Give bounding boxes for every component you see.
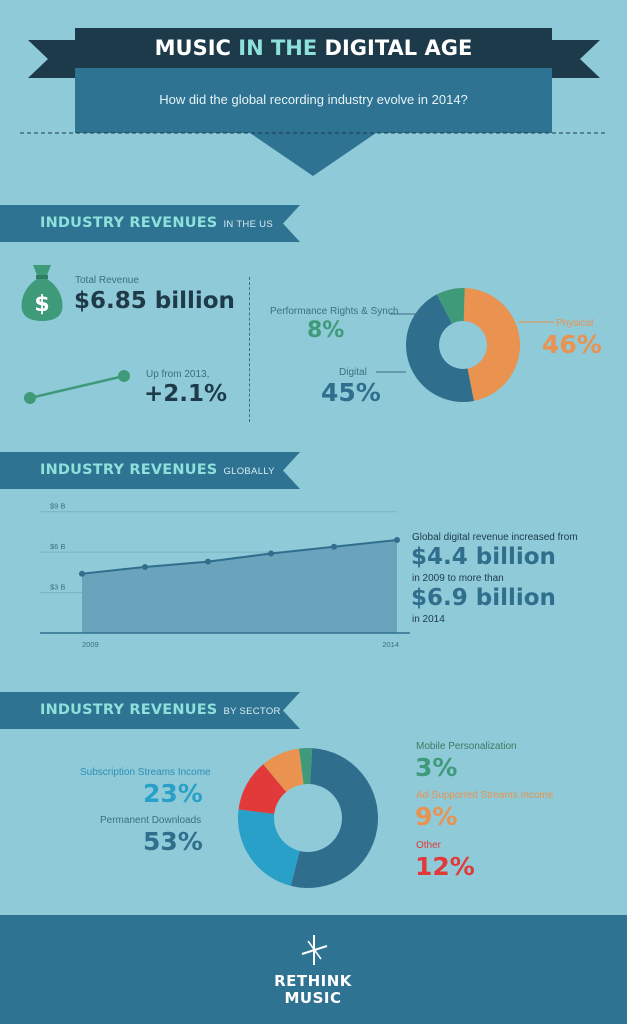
- growth-value: +2.1%: [144, 381, 228, 407]
- performance-label: Performance Rights & Synch: [270, 306, 399, 317]
- data-point-2009: [79, 570, 85, 577]
- global-value-2009: $4.4 billion: [411, 544, 556, 570]
- slice-physical: [463, 288, 520, 401]
- performance-value: 8%: [307, 318, 345, 343]
- section-banner-us: [0, 205, 300, 242]
- svg-text:$: $: [34, 292, 49, 317]
- us-section-divider: [249, 277, 250, 422]
- y-tick-label: $9 B: [50, 502, 65, 511]
- title-part-digital-age: DIGITAL AGE: [324, 36, 473, 60]
- global-area-chart: $3 B $6 B $9 B 2009 2014: [40, 502, 410, 649]
- money-bag-icon: $: [21, 265, 63, 321]
- data-point-2013: [331, 543, 337, 550]
- sector-section-heading: INDUSTRY REVENUES BY SECTOR: [40, 702, 281, 718]
- header-chevron-panel: [75, 66, 552, 176]
- sector-section-subtitle: BY SECTOR: [223, 706, 281, 717]
- other-value: 12%: [415, 852, 475, 881]
- global-text-mid: in 2009 to more than: [412, 573, 504, 584]
- sector-section-title: INDUSTRY REVENUES: [40, 702, 218, 718]
- slice-ad-supported-streams-income: [263, 748, 304, 792]
- adsupported-value: 9%: [415, 802, 458, 831]
- x-tick-label: 2014: [382, 640, 399, 649]
- us-section-subtitle: IN THE US: [223, 219, 273, 230]
- area-fill: [82, 540, 397, 633]
- growth-label: Up from 2013,: [146, 369, 210, 380]
- x-tick-label: 2009: [82, 640, 99, 649]
- slice-other: [238, 764, 287, 814]
- y-tick-label: $3 B: [50, 583, 65, 592]
- page-subtitle: How did the global recording industry ev…: [159, 92, 468, 107]
- growth-line-icon: [24, 370, 130, 404]
- digital-label: Digital: [339, 367, 367, 378]
- other-label: Other: [416, 840, 442, 851]
- us-donut-leader-lines: [376, 313, 554, 373]
- slice-subscription-streams-income: [238, 809, 300, 886]
- header-banner-graphic: [20, 28, 607, 176]
- slice-permanent-downloads: [290, 748, 378, 888]
- mobile-label: Mobile Personalization: [416, 741, 517, 752]
- slice-mobile-personalization: [299, 748, 313, 785]
- logo-line-1: RETHINK: [274, 972, 352, 990]
- banner-main: [75, 28, 552, 68]
- slice-performance-rights-synch: [436, 288, 465, 324]
- us-section-title: INDUSTRY REVENUES: [40, 215, 218, 231]
- total-revenue-value: $6.85 billion: [74, 288, 235, 314]
- data-point-2010: [142, 563, 148, 570]
- mobile-value: 3%: [415, 753, 458, 782]
- global-section-title: INDUSTRY REVENUES: [40, 462, 218, 478]
- global-value-2014: $6.9 billion: [411, 585, 556, 611]
- subscription-value: 23%: [143, 779, 203, 808]
- rethink-logo-mark-icon: [301, 935, 328, 965]
- global-text-intro: Global digital revenue increased from: [412, 532, 578, 543]
- data-point-2011: [205, 558, 211, 565]
- us-section-heading: INDUSTRY REVENUES IN THE US: [40, 215, 273, 231]
- title-part-music: MUSIC: [154, 36, 231, 60]
- subscription-label: Subscription Streams Income: [80, 767, 211, 778]
- section-banner-global: [0, 452, 300, 489]
- logo-line-2: MUSIC: [284, 989, 342, 1007]
- slice-digital: [405, 294, 474, 402]
- adsupported-label: Ad-Supported Streams Income: [416, 790, 554, 801]
- section-banner-sector: [0, 692, 300, 729]
- y-tick-label: $6 B: [50, 542, 65, 551]
- series-line: [81, 539, 398, 575]
- title-part-in-the: IN THE: [238, 36, 318, 60]
- global-section-heading: INDUSTRY REVENUES GLOBALLY: [40, 462, 275, 478]
- global-section-subtitle: GLOBALLY: [223, 466, 275, 477]
- page-title: MUSIC IN THE DIGITAL AGE: [75, 36, 552, 60]
- physical-value: 46%: [542, 330, 602, 359]
- global-text-end: in 2014: [412, 614, 445, 625]
- footer-band: [0, 915, 627, 1024]
- total-revenue-label: Total Revenue: [75, 275, 139, 286]
- us-donut-chart: [405, 288, 520, 402]
- data-point-2012: [268, 550, 274, 557]
- downloads-label: Permanent Downloads: [100, 815, 202, 826]
- data-point-2014: [394, 537, 400, 544]
- digital-value: 45%: [321, 378, 381, 407]
- physical-label: Physical: [556, 318, 594, 329]
- sector-donut-chart: [238, 748, 378, 888]
- downloads-value: 53%: [143, 827, 203, 856]
